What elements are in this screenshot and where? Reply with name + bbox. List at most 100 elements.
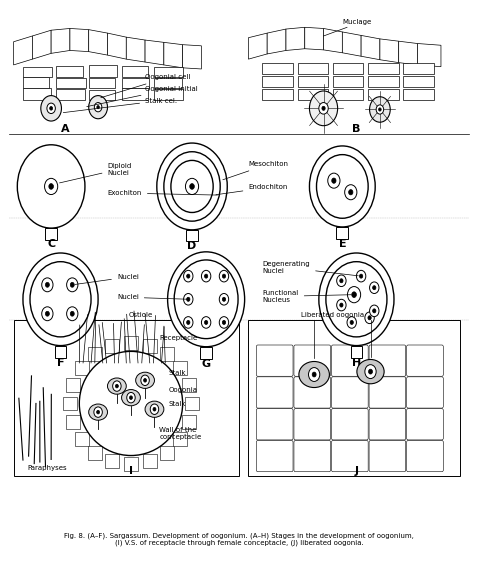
FancyBboxPatch shape bbox=[294, 409, 331, 440]
Circle shape bbox=[184, 271, 193, 282]
Text: Ostiole: Ostiole bbox=[128, 312, 152, 318]
Text: Functional
Nucleus: Functional Nucleus bbox=[262, 290, 351, 303]
Polygon shape bbox=[305, 28, 324, 50]
FancyBboxPatch shape bbox=[256, 440, 293, 472]
Circle shape bbox=[347, 316, 357, 328]
Bar bbox=[154, 67, 183, 76]
Bar bbox=[88, 446, 102, 460]
Bar bbox=[298, 63, 328, 74]
FancyBboxPatch shape bbox=[256, 409, 293, 440]
Circle shape bbox=[130, 396, 132, 400]
Polygon shape bbox=[51, 29, 70, 53]
Circle shape bbox=[94, 103, 102, 112]
Circle shape bbox=[47, 103, 55, 113]
Polygon shape bbox=[89, 29, 108, 55]
Circle shape bbox=[115, 384, 119, 388]
Circle shape bbox=[309, 91, 337, 126]
Text: E: E bbox=[338, 239, 346, 249]
Circle shape bbox=[186, 297, 190, 301]
Polygon shape bbox=[126, 37, 145, 62]
FancyBboxPatch shape bbox=[54, 346, 66, 358]
Circle shape bbox=[70, 311, 74, 316]
Circle shape bbox=[66, 307, 78, 321]
Text: D: D bbox=[187, 241, 196, 251]
Bar bbox=[174, 361, 187, 375]
FancyBboxPatch shape bbox=[369, 409, 406, 440]
Text: Degenerating
Nuclei: Degenerating Nuclei bbox=[262, 261, 358, 276]
Circle shape bbox=[89, 96, 108, 119]
Ellipse shape bbox=[108, 378, 126, 394]
Circle shape bbox=[45, 282, 49, 287]
Circle shape bbox=[113, 381, 121, 392]
Text: Mesochiton: Mesochiton bbox=[223, 161, 288, 180]
Bar bbox=[56, 89, 85, 100]
Text: Fig. 8. (A–F). Sargassum. Development of oogonium. (A–H) Stages in the developme: Fig. 8. (A–F). Sargassum. Development of… bbox=[64, 532, 414, 546]
Circle shape bbox=[328, 173, 340, 188]
Circle shape bbox=[369, 369, 372, 374]
Bar bbox=[66, 377, 80, 392]
Bar bbox=[23, 88, 51, 100]
Bar bbox=[23, 67, 52, 76]
Ellipse shape bbox=[136, 372, 154, 389]
Circle shape bbox=[316, 154, 368, 218]
Bar bbox=[182, 415, 196, 429]
Text: Oogonia: Oogonia bbox=[169, 387, 197, 393]
Circle shape bbox=[205, 274, 208, 278]
Bar bbox=[105, 454, 119, 468]
Circle shape bbox=[357, 271, 366, 282]
FancyBboxPatch shape bbox=[332, 345, 368, 376]
Bar bbox=[298, 76, 328, 87]
Bar bbox=[368, 63, 399, 74]
Circle shape bbox=[219, 294, 228, 305]
Circle shape bbox=[219, 316, 228, 328]
Circle shape bbox=[70, 282, 74, 287]
Polygon shape bbox=[342, 32, 361, 56]
Bar bbox=[174, 432, 187, 446]
Bar bbox=[368, 89, 399, 100]
FancyBboxPatch shape bbox=[407, 345, 443, 376]
FancyBboxPatch shape bbox=[407, 377, 443, 408]
Bar bbox=[182, 377, 196, 392]
Text: H: H bbox=[352, 358, 361, 368]
Circle shape bbox=[365, 312, 374, 323]
Circle shape bbox=[185, 178, 198, 194]
Circle shape bbox=[153, 407, 156, 411]
Ellipse shape bbox=[357, 359, 384, 384]
Circle shape bbox=[201, 271, 211, 282]
Circle shape bbox=[94, 407, 102, 417]
Text: I: I bbox=[129, 466, 133, 476]
FancyBboxPatch shape bbox=[407, 409, 443, 440]
Circle shape bbox=[171, 160, 213, 212]
Bar bbox=[89, 65, 117, 76]
Text: F: F bbox=[57, 358, 64, 368]
FancyBboxPatch shape bbox=[332, 440, 368, 472]
Text: Wall of the: Wall of the bbox=[159, 427, 196, 433]
Polygon shape bbox=[145, 40, 164, 65]
Bar bbox=[143, 339, 157, 353]
Circle shape bbox=[326, 262, 387, 337]
Circle shape bbox=[222, 297, 226, 301]
Circle shape bbox=[340, 303, 343, 307]
Bar bbox=[13, 319, 239, 476]
Polygon shape bbox=[13, 36, 33, 65]
Bar bbox=[121, 77, 149, 88]
FancyBboxPatch shape bbox=[337, 227, 348, 238]
Bar bbox=[56, 78, 86, 88]
Circle shape bbox=[143, 379, 147, 382]
Circle shape bbox=[368, 316, 371, 320]
Bar bbox=[75, 361, 88, 375]
Text: Liberated oogonia: Liberated oogonia bbox=[301, 312, 365, 318]
FancyBboxPatch shape bbox=[369, 345, 406, 376]
Circle shape bbox=[150, 404, 159, 414]
Polygon shape bbox=[361, 35, 380, 60]
Circle shape bbox=[319, 103, 328, 114]
Bar bbox=[160, 446, 174, 460]
Polygon shape bbox=[399, 41, 417, 65]
Circle shape bbox=[322, 106, 325, 110]
Circle shape bbox=[41, 96, 62, 121]
Circle shape bbox=[23, 253, 98, 346]
FancyBboxPatch shape bbox=[407, 440, 443, 472]
Text: Nuclei: Nuclei bbox=[75, 274, 139, 285]
Polygon shape bbox=[286, 28, 305, 50]
Text: Exochiton: Exochiton bbox=[108, 190, 217, 196]
